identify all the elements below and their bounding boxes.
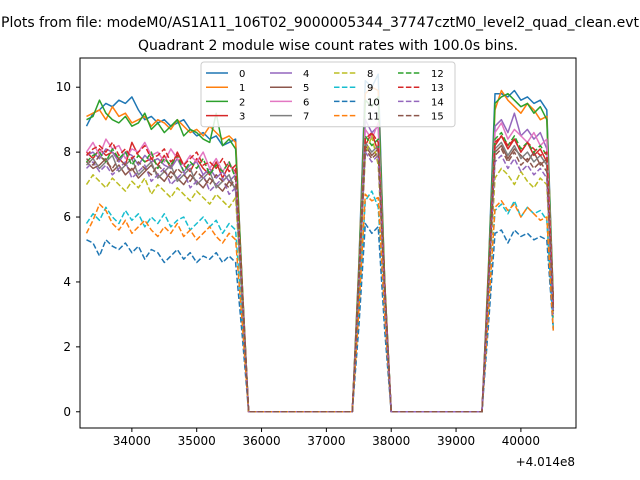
legend-label-8: 8: [367, 69, 373, 80]
axes-frame: [79, 57, 577, 429]
legend-label-12: 12: [431, 69, 444, 80]
series-line-8: [85, 135, 555, 413]
legend-label-11: 11: [367, 112, 380, 123]
legend-label-3: 3: [239, 112, 245, 123]
x-tick-label: 35000: [178, 434, 216, 448]
legend-label-4: 4: [303, 69, 309, 80]
y-tick-label: 2: [63, 340, 71, 354]
y-tick-label: 0: [63, 405, 71, 419]
x-tick-label: 37000: [307, 434, 345, 448]
y-tick-label: 10: [56, 80, 71, 94]
legend-label-0: 0: [239, 69, 245, 80]
legend-label-10: 10: [367, 97, 380, 108]
x-offset-label: +4.014e8: [516, 455, 575, 469]
legend-label-15: 15: [431, 112, 444, 123]
series-layer: [85, 73, 555, 413]
figure-suptitle: Plots from file: modeM0/AS1A11_106T02_90…: [1, 15, 639, 31]
legend-label-13: 13: [431, 83, 444, 94]
y-tick-label: 6: [63, 210, 71, 224]
legend-label-5: 5: [303, 83, 309, 94]
legend-label-14: 14: [431, 97, 444, 108]
y-tick-label: 4: [63, 275, 71, 289]
legend-box: [200, 61, 456, 128]
x-tick-label: 34000: [113, 434, 151, 448]
legend-label-7: 7: [303, 112, 309, 123]
x-tick-label: 36000: [242, 434, 280, 448]
chart-title: Quadrant 2 module wise count rates with …: [138, 38, 518, 54]
legend-label-1: 1: [239, 83, 245, 94]
legend-label-6: 6: [303, 97, 309, 108]
x-tick-label: 38000: [372, 434, 410, 448]
series-line-14: [85, 151, 555, 413]
y-tick-label: 8: [63, 145, 71, 159]
x-tick-label: 39000: [437, 434, 475, 448]
legend-label-2: 2: [239, 97, 245, 108]
x-tick-label: 40000: [502, 434, 540, 448]
axes-layer: 34000 35000 36000 37000 38000 39000 40000 0 2 4 6 8…: [56, 57, 577, 448]
legend-label-9: 9: [367, 83, 373, 94]
series-line-15: [85, 148, 555, 413]
